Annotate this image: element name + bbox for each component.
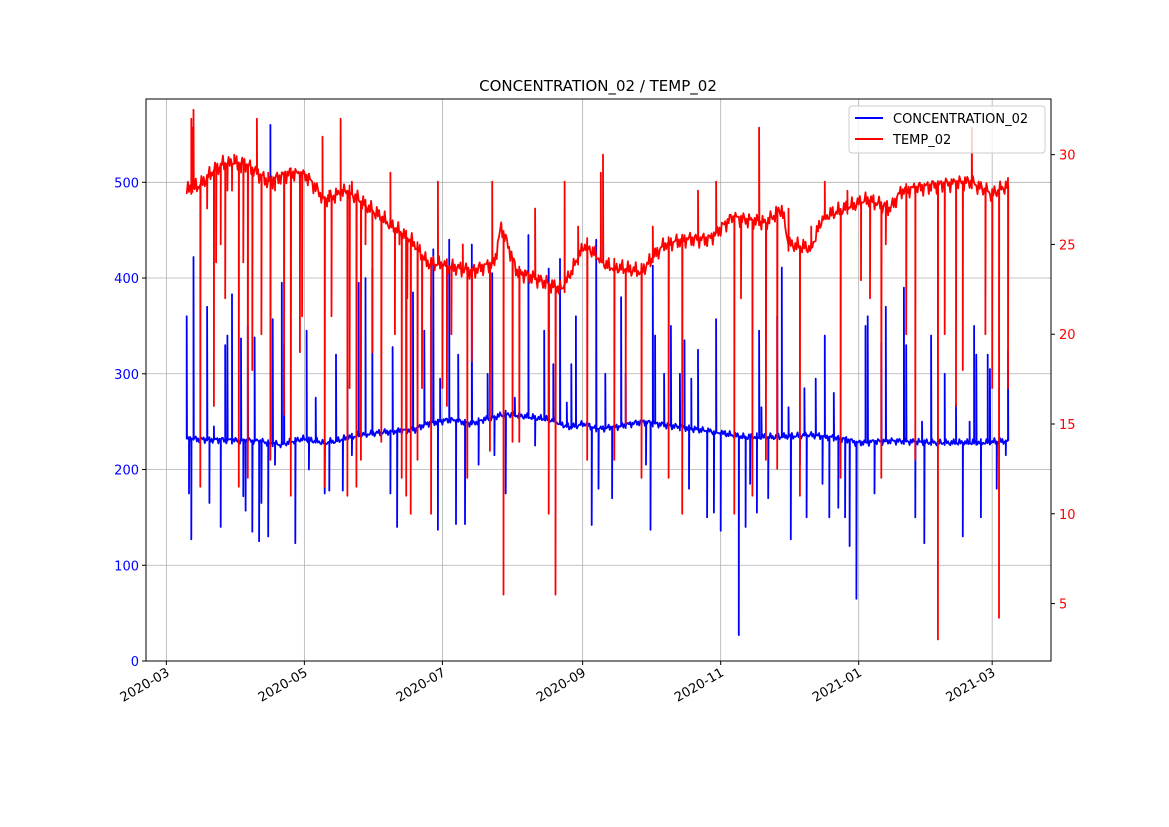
left-tick-label: 0: [131, 655, 139, 670]
left-tick-label: 300: [114, 368, 139, 383]
grid-lines: [146, 99, 1051, 662]
x-tick-label: 2020-11: [672, 665, 727, 705]
legend-box: [848, 105, 1046, 154]
chart-title: CONCENTRATION_02 / TEMP_02: [479, 77, 717, 96]
right-y-axis: 5 10 15 20 25 30: [1051, 149, 1076, 613]
right-tick-label: 30: [1059, 149, 1076, 164]
x-axis: 2020-03 2020-05 2020-07 2020-09 2020-11 2021-…: [118, 661, 998, 706]
legend-label-concentration: CONCENTRATION_02: [893, 112, 1028, 127]
left-tick-label: 100: [114, 559, 139, 574]
x-tick-label: 2021-01: [810, 665, 865, 705]
right-tick-label: 10: [1059, 508, 1076, 523]
series-lines: [185, 108, 1010, 641]
x-tick-label: 2020-05: [256, 665, 311, 705]
x-tick-label: 2020-09: [534, 665, 589, 705]
right-tick-label: 5: [1059, 598, 1067, 613]
right-tick-label: 20: [1059, 328, 1076, 343]
legend-label-temp: TEMP_02: [892, 133, 951, 148]
left-tick-label: 200: [114, 464, 139, 479]
series-line-concentration-02: [185, 124, 1010, 636]
right-tick-label: 15: [1059, 418, 1076, 433]
left-y-axis: 0 100 200 300 400 500: [114, 176, 146, 670]
x-tick-label: 2020-03: [118, 665, 173, 705]
series-line-temp-02: [185, 108, 1010, 641]
right-tick-label: 25: [1059, 238, 1076, 253]
legend: CONCENTRATION_02 TEMP_02: [848, 105, 1046, 154]
left-tick-label: 500: [114, 176, 139, 191]
plot-frame: [145, 98, 1052, 662]
x-tick-label: 2020-07: [394, 665, 449, 705]
x-tick-label: 2021-03: [944, 665, 999, 705]
left-tick-label: 400: [114, 272, 139, 287]
